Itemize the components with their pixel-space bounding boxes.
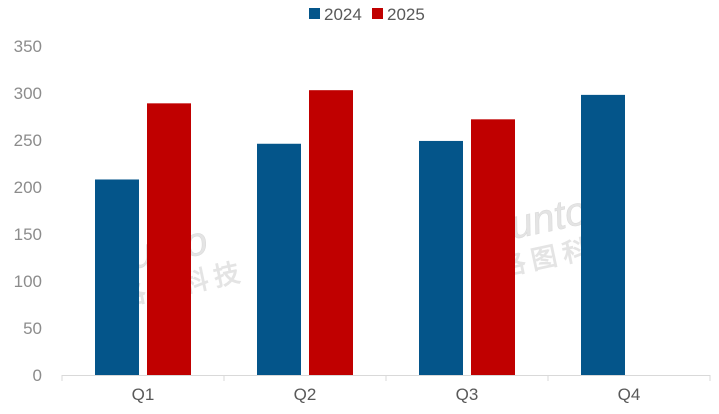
legend-swatch [309, 8, 320, 19]
legend: 2024 2025 [309, 5, 425, 24]
y-axis: 0 50 100 150 200 250 300 350 [14, 37, 42, 385]
x-tick-label: Q3 [456, 385, 479, 404]
y-tick-label: 250 [14, 131, 42, 150]
y-tick-label: 0 [33, 366, 42, 385]
bar-2024-Q4 [581, 94, 625, 375]
y-tick-label: 300 [14, 84, 42, 103]
y-tick-label: 200 [14, 178, 42, 197]
bar-2025-Q2 [309, 90, 353, 376]
legend-swatch [372, 8, 383, 19]
bar-2025-Q1 [147, 103, 191, 375]
legend-label: 2024 [324, 5, 362, 24]
y-tick-label: 100 [14, 272, 42, 291]
bar-2024-Q3 [419, 140, 463, 375]
bar-2024-Q1 [95, 179, 139, 375]
x-tick-label: Q2 [294, 385, 317, 404]
y-tick-label: 150 [14, 225, 42, 244]
y-tick-label: 350 [14, 37, 42, 56]
x-tick-label: Q4 [618, 385, 641, 404]
legend-label: 2025 [387, 5, 425, 24]
bars [95, 90, 625, 376]
x-tick-label: Q1 [132, 385, 155, 404]
bar-2025-Q3 [471, 119, 515, 375]
x-axis: Q1 Q2 Q3 Q4 [61, 375, 711, 404]
y-tick-label: 50 [23, 319, 42, 338]
bar-2024-Q2 [257, 143, 301, 375]
